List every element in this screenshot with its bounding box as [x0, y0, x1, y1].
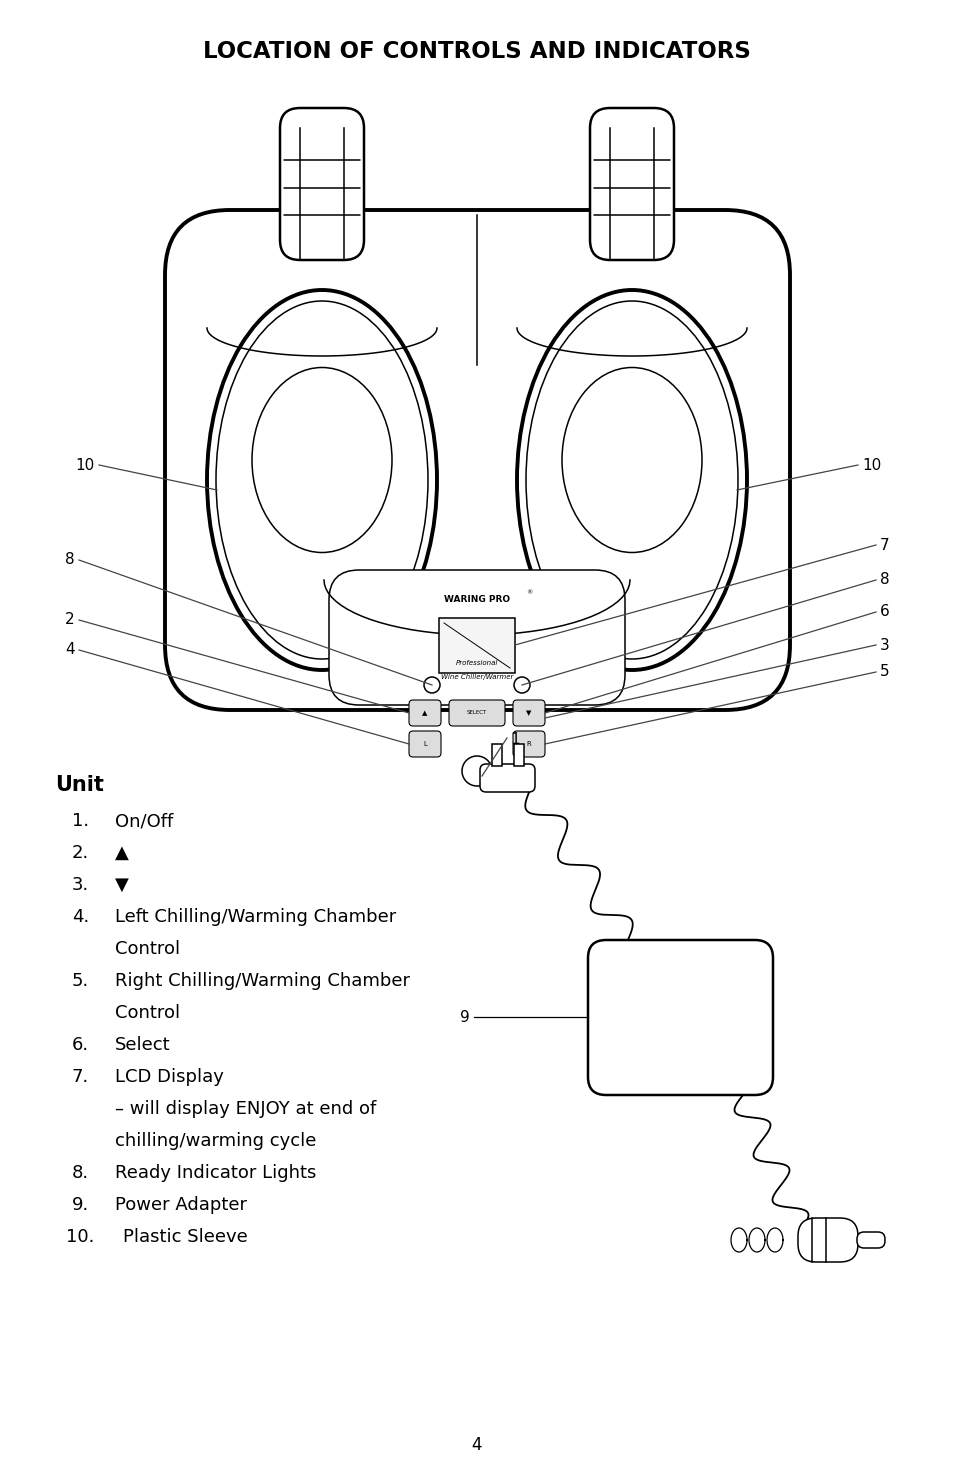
Ellipse shape [517, 291, 746, 670]
FancyBboxPatch shape [449, 701, 504, 726]
Text: On/Off: On/Off [115, 813, 173, 830]
FancyBboxPatch shape [280, 108, 364, 260]
Text: 9.: 9. [71, 1196, 90, 1214]
Text: Power Adapter: Power Adapter [115, 1196, 247, 1214]
Ellipse shape [525, 301, 738, 659]
Text: 10.: 10. [66, 1229, 94, 1246]
Circle shape [423, 677, 439, 693]
Text: ®: ® [525, 590, 532, 596]
Bar [438, 618, 515, 673]
Text: 5.: 5. [71, 972, 90, 990]
FancyBboxPatch shape [513, 732, 544, 757]
Text: Control: Control [115, 1004, 180, 1022]
Text: 6.: 6. [71, 1035, 89, 1055]
FancyBboxPatch shape [329, 569, 624, 705]
FancyBboxPatch shape [856, 1232, 884, 1248]
Text: ▼: ▼ [526, 709, 531, 715]
FancyBboxPatch shape [513, 701, 544, 726]
Text: ▼: ▼ [115, 876, 129, 894]
Text: Ready Indicator Lights: Ready Indicator Lights [115, 1164, 316, 1181]
Text: LCD Display: LCD Display [115, 1068, 224, 1086]
Bar [514, 743, 523, 766]
Text: ▲: ▲ [115, 844, 129, 861]
Text: 7: 7 [879, 537, 889, 553]
Text: 5: 5 [879, 665, 889, 680]
Text: Unit: Unit [55, 774, 104, 795]
Text: SELECT: SELECT [466, 711, 487, 715]
Text: 10: 10 [75, 457, 95, 472]
Text: 4: 4 [471, 1437, 482, 1454]
Text: 1: 1 [510, 733, 519, 748]
FancyBboxPatch shape [409, 701, 440, 726]
Text: 4: 4 [66, 643, 75, 658]
FancyBboxPatch shape [409, 732, 440, 757]
Ellipse shape [215, 301, 428, 659]
Text: 8: 8 [66, 553, 75, 568]
Text: 2: 2 [66, 612, 75, 627]
Bar [492, 743, 501, 766]
Text: Control: Control [115, 940, 180, 957]
Text: ▲: ▲ [422, 709, 427, 715]
Ellipse shape [561, 367, 701, 553]
Text: Professional: Professional [456, 659, 497, 667]
Text: 4.: 4. [71, 909, 90, 926]
Text: 9: 9 [459, 1009, 470, 1025]
Text: L: L [422, 740, 427, 746]
Text: 10: 10 [862, 457, 881, 472]
FancyBboxPatch shape [589, 108, 673, 260]
Circle shape [514, 677, 530, 693]
Text: 8: 8 [879, 572, 889, 587]
Ellipse shape [207, 291, 436, 670]
Text: – will display ENJOY at end of: – will display ENJOY at end of [115, 1100, 375, 1118]
Text: 2.: 2. [71, 844, 90, 861]
Ellipse shape [252, 367, 392, 553]
Text: Plastic Sleeve: Plastic Sleeve [123, 1229, 248, 1246]
Text: Wine Chiller/Warmer: Wine Chiller/Warmer [440, 674, 513, 680]
Text: 6: 6 [879, 605, 889, 620]
Text: 1.: 1. [71, 813, 89, 830]
Text: 3: 3 [879, 637, 889, 652]
FancyBboxPatch shape [165, 209, 789, 709]
FancyBboxPatch shape [587, 940, 772, 1094]
Text: 8.: 8. [71, 1164, 89, 1181]
Text: Select: Select [115, 1035, 171, 1055]
Text: 7.: 7. [71, 1068, 90, 1086]
Text: Left Chilling/Warming Chamber: Left Chilling/Warming Chamber [115, 909, 395, 926]
Text: Right Chilling/Warming Chamber: Right Chilling/Warming Chamber [115, 972, 410, 990]
Text: LOCATION OF CONTROLS AND INDICATORS: LOCATION OF CONTROLS AND INDICATORS [203, 40, 750, 63]
Text: R: R [526, 740, 531, 746]
FancyBboxPatch shape [797, 1218, 857, 1263]
FancyBboxPatch shape [479, 764, 535, 792]
Text: 3.: 3. [71, 876, 90, 894]
Text: chilling/warming cycle: chilling/warming cycle [115, 1131, 316, 1150]
Text: WARING PRO: WARING PRO [443, 596, 510, 605]
Circle shape [461, 757, 492, 786]
